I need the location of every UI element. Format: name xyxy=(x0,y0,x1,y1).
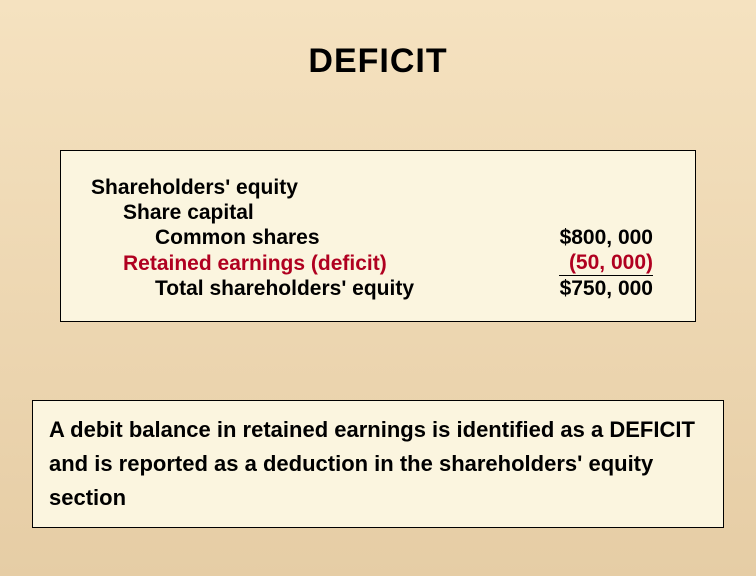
share-capital-label: Share capital xyxy=(91,200,515,225)
equity-labels: Shareholders' equity Share capital Commo… xyxy=(91,175,515,302)
equity-box: Shareholders' equity Share capital Commo… xyxy=(60,150,696,322)
retained-earnings-label: Retained earnings (deficit) xyxy=(91,251,515,276)
deficit-value: (50, 000) xyxy=(559,250,653,276)
common-shares-label: Common shares xyxy=(91,225,515,250)
equity-content: Shareholders' equity Share capital Commo… xyxy=(91,175,665,302)
equity-heading: Shareholders' equity xyxy=(91,175,515,200)
note-text: A debit balance in retained earnings is … xyxy=(49,413,707,515)
total-equity-value: $750, 000 xyxy=(515,276,665,301)
note-box: A debit balance in retained earnings is … xyxy=(32,400,724,528)
equity-values: $800, 000 (50, 000) $750, 000 xyxy=(515,175,665,302)
slide-title: DEFICIT xyxy=(0,0,756,81)
total-equity-label: Total shareholders' equity xyxy=(91,276,515,301)
common-shares-value: $800, 000 xyxy=(515,225,665,250)
